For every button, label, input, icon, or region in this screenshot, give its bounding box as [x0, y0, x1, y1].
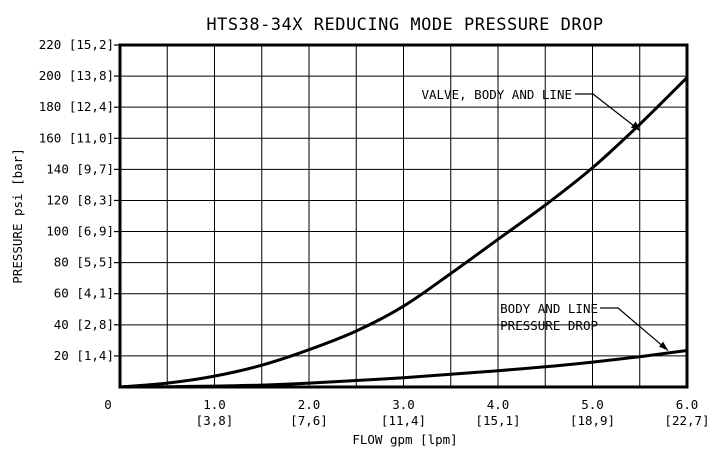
y-tick-label: 80 [5,5]: [54, 255, 114, 270]
y-tick-label: 160 [11,0]: [39, 130, 114, 145]
series-layer: [118, 76, 689, 389]
leader-line-body: [600, 307, 669, 352]
plot-frame: [118, 43, 689, 389]
y-tick-label: 100 [6,9]: [46, 224, 114, 239]
annotation-valve-body-line: VALVE, BODY AND LINE: [421, 87, 572, 102]
y-axis-label: PRESSURE psi [bar]: [10, 148, 25, 283]
y-tick-label: 60 [4,1]: [54, 286, 114, 301]
x-origin-label: 0: [104, 397, 112, 412]
x-tick-label: 6.0: [676, 397, 699, 412]
x-tick-sublabel: [18,9]: [570, 413, 615, 428]
x-axis-label: FLOW gpm [lpm]: [352, 432, 457, 447]
y-tick-label: 40 [2,8]: [54, 317, 114, 332]
leader-arrow-body: [659, 341, 669, 351]
series-body-line: [118, 349, 689, 389]
y-tick-label: 120 [8,3]: [46, 192, 114, 207]
x-tick-sublabel: [15,1]: [475, 413, 520, 428]
leader-line-valve: [575, 93, 641, 131]
tick-labels: 20 [1,4] 40 [2,8] 60 [4,1] 80 [5,5] 100 [6,9…: [39, 37, 710, 428]
y-tick-label: 220 [15,2]: [39, 37, 114, 52]
series-valve-body-line: [118, 76, 689, 389]
chart-title: HTS38-34X REDUCING MODE PRESSURE DROP: [206, 15, 603, 35]
y-tick-label: 140 [9,7]: [46, 161, 114, 176]
grid: [120, 45, 687, 387]
x-tick-sublabel: [11,4]: [381, 413, 426, 428]
x-tick-sublabel: [3,8]: [196, 413, 234, 428]
x-tick-label: 3.0: [392, 397, 415, 412]
y-tick-label: 20 [1,4]: [54, 348, 114, 363]
annotations: VALVE, BODY AND LINE BODY AND LINE PRESSUR…: [421, 87, 669, 352]
x-tick-label: 1.0: [203, 397, 226, 412]
x-tick-sublabel: [7,6]: [290, 413, 328, 428]
annotation-body-line: BODY AND LINE: [500, 301, 598, 316]
annotation-pressure-drop: PRESSURE DROP: [500, 318, 598, 333]
x-tick-sublabel: [22,7]: [664, 413, 709, 428]
leader-arrow-valve: [630, 121, 640, 131]
y-tick-label: 200 [13,8]: [39, 68, 114, 83]
x-tick-label: 2.0: [298, 397, 321, 412]
y-tick-label: 180 [12,4]: [39, 99, 114, 114]
x-tick-label: 5.0: [581, 397, 604, 412]
x-tick-label: 4.0: [487, 397, 510, 412]
